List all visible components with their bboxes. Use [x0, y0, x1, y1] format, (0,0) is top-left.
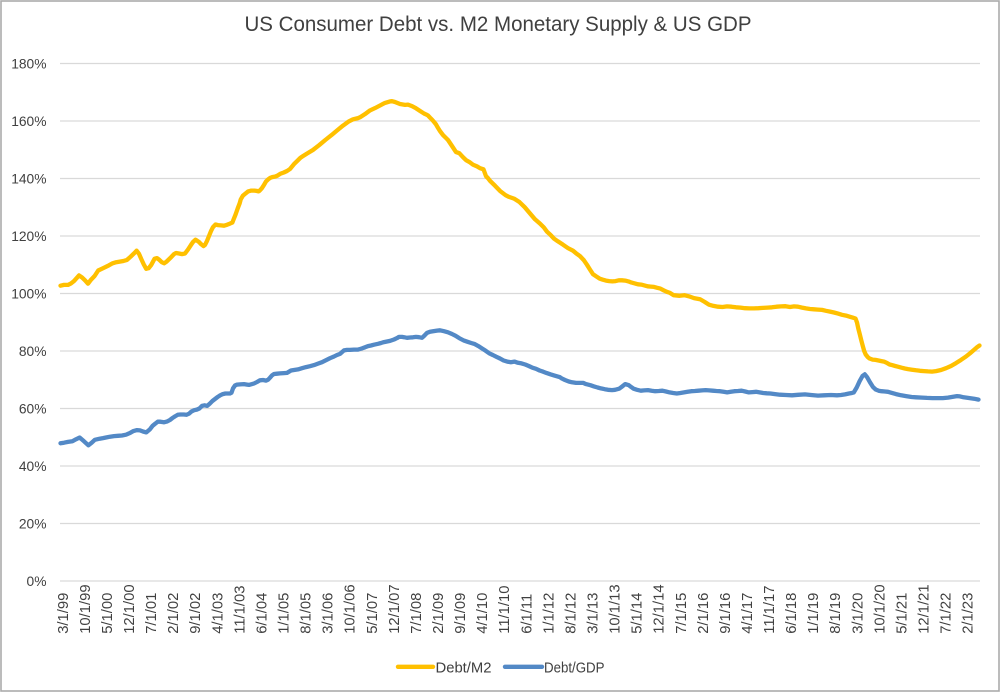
- svg-text:7/1/15: 7/1/15: [674, 593, 690, 634]
- svg-text:9/1/09: 9/1/09: [453, 593, 469, 634]
- svg-text:2/1/02: 2/1/02: [166, 593, 182, 634]
- svg-text:11/1/17: 11/1/17: [762, 586, 778, 634]
- svg-text:3/1/99: 3/1/99: [56, 593, 72, 634]
- svg-text:US Consumer Debt vs. M2 Moneta: US Consumer Debt vs. M2 Monetary Supply …: [245, 13, 752, 36]
- svg-text:9/1/16: 9/1/16: [718, 593, 734, 634]
- svg-text:1/1/19: 1/1/19: [806, 593, 822, 634]
- svg-text:60%: 60%: [19, 402, 47, 417]
- svg-text:2/1/09: 2/1/09: [431, 593, 447, 634]
- svg-text:5/1/14: 5/1/14: [630, 593, 646, 634]
- svg-text:10/1/13: 10/1/13: [608, 584, 624, 633]
- svg-text:4/1/10: 4/1/10: [475, 593, 491, 634]
- svg-text:8/1/19: 8/1/19: [828, 593, 844, 634]
- svg-text:9/1/02: 9/1/02: [188, 593, 204, 634]
- svg-text:3/1/20: 3/1/20: [850, 593, 866, 634]
- svg-text:4/1/17: 4/1/17: [740, 593, 756, 634]
- svg-text:12/1/21: 12/1/21: [917, 584, 933, 633]
- svg-text:1/1/05: 1/1/05: [277, 593, 293, 634]
- svg-text:3/1/13: 3/1/13: [586, 593, 602, 634]
- svg-text:80%: 80%: [19, 344, 47, 359]
- svg-text:Debt/M2: Debt/M2: [436, 661, 492, 677]
- svg-text:1/1/12: 1/1/12: [541, 593, 557, 634]
- svg-text:20%: 20%: [19, 517, 47, 532]
- svg-text:160%: 160%: [11, 114, 46, 129]
- svg-text:11/1/10: 11/1/10: [497, 586, 513, 634]
- svg-text:5/1/21: 5/1/21: [895, 593, 911, 634]
- svg-text:4/1/03: 4/1/03: [210, 593, 226, 634]
- svg-text:5/1/00: 5/1/00: [100, 593, 116, 634]
- svg-text:12/1/14: 12/1/14: [652, 584, 668, 633]
- svg-text:5/1/07: 5/1/07: [365, 593, 381, 634]
- svg-text:7/1/22: 7/1/22: [939, 593, 955, 634]
- svg-text:12/1/07: 12/1/07: [387, 584, 403, 633]
- svg-text:Debt/GDP: Debt/GDP: [544, 661, 605, 677]
- svg-text:120%: 120%: [11, 229, 46, 244]
- svg-text:0%: 0%: [27, 574, 47, 589]
- svg-text:7/1/08: 7/1/08: [409, 593, 425, 634]
- svg-text:10/1/20: 10/1/20: [872, 584, 888, 633]
- svg-text:10/1/06: 10/1/06: [343, 584, 359, 633]
- svg-text:8/1/05: 8/1/05: [299, 593, 315, 634]
- svg-text:6/1/04: 6/1/04: [254, 593, 270, 634]
- svg-text:180%: 180%: [11, 57, 46, 72]
- svg-text:7/1/01: 7/1/01: [144, 593, 160, 634]
- svg-text:140%: 140%: [11, 172, 46, 187]
- svg-text:11/1/03: 11/1/03: [232, 586, 248, 634]
- svg-text:100%: 100%: [11, 287, 46, 302]
- svg-text:10/1/99: 10/1/99: [78, 584, 94, 633]
- svg-text:6/1/18: 6/1/18: [784, 593, 800, 634]
- svg-text:8/1/12: 8/1/12: [563, 593, 579, 634]
- svg-text:40%: 40%: [19, 459, 47, 474]
- svg-text:12/1/00: 12/1/00: [122, 584, 138, 633]
- svg-text:6/1/11: 6/1/11: [519, 594, 535, 634]
- svg-text:3/1/06: 3/1/06: [321, 593, 337, 634]
- svg-text:2/1/23: 2/1/23: [961, 593, 977, 634]
- svg-text:2/1/16: 2/1/16: [696, 593, 712, 634]
